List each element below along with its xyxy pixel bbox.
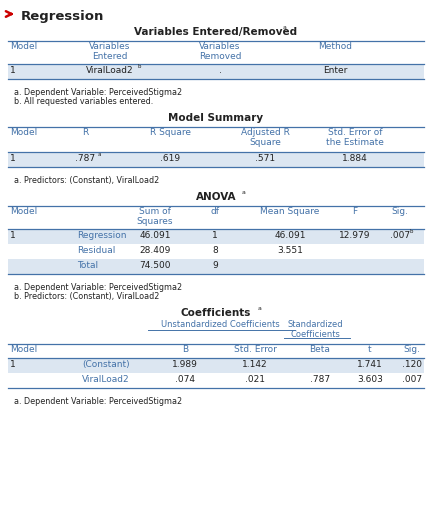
Text: df: df	[210, 207, 219, 216]
Text: Regression: Regression	[77, 231, 127, 240]
Text: a: a	[258, 306, 262, 311]
Text: .007: .007	[402, 375, 422, 384]
Text: Variables
Removed: Variables Removed	[199, 42, 241, 61]
Text: Adjusted R
Square: Adjusted R Square	[241, 128, 289, 147]
Text: 46.091: 46.091	[274, 231, 306, 240]
Text: 1: 1	[10, 66, 16, 75]
Text: 1.884: 1.884	[342, 154, 368, 163]
Bar	[8, 373, 424, 388]
Text: b. All requested variables entered.: b. All requested variables entered.	[14, 97, 153, 106]
Text: Beta: Beta	[310, 345, 330, 354]
Text: ViralLoad2: ViralLoad2	[82, 375, 130, 384]
Text: b: b	[138, 64, 142, 69]
Text: .787: .787	[75, 154, 95, 163]
Text: .571: .571	[255, 154, 275, 163]
Text: Model: Model	[10, 345, 37, 354]
Text: Model: Model	[10, 42, 37, 51]
Text: Standardized
Coefficients: Standardized Coefficients	[287, 320, 343, 339]
Text: 3.603: 3.603	[357, 375, 383, 384]
Text: .619: .619	[160, 154, 180, 163]
Text: Model Summary: Model Summary	[168, 113, 264, 123]
Text: Mean Square: Mean Square	[260, 207, 320, 216]
Text: Variables
Entered: Variables Entered	[89, 42, 131, 61]
Text: Sum of
Squares: Sum of Squares	[137, 207, 173, 227]
Text: a: a	[98, 152, 102, 157]
Bar	[8, 152, 424, 167]
Text: Std. Error of
the Estimate: Std. Error of the Estimate	[326, 128, 384, 147]
Text: Unstandardized Coefficients: Unstandardized Coefficients	[161, 320, 280, 329]
Text: B: B	[182, 345, 188, 354]
Text: (Constant): (Constant)	[82, 360, 130, 369]
Text: a. Predictors: (Constant), ViralLoad2: a. Predictors: (Constant), ViralLoad2	[14, 176, 159, 185]
Text: .120: .120	[402, 360, 422, 369]
Text: 1: 1	[212, 231, 218, 240]
Text: b: b	[410, 229, 413, 234]
Bar	[8, 64, 424, 79]
Text: 9: 9	[212, 261, 218, 270]
Text: 12.979: 12.979	[339, 231, 371, 240]
Text: R Square: R Square	[149, 128, 191, 137]
Text: Model: Model	[10, 128, 37, 137]
Text: .787: .787	[310, 375, 330, 384]
Text: a: a	[283, 25, 287, 30]
Text: Variables Entered/Removed: Variables Entered/Removed	[134, 27, 298, 37]
Text: t: t	[368, 345, 372, 354]
Text: b. Predictors: (Constant), ViralLoad2: b. Predictors: (Constant), ViralLoad2	[14, 292, 159, 301]
Text: .021: .021	[245, 375, 265, 384]
Text: a. Dependent Variable: PerceivedStigma2: a. Dependent Variable: PerceivedStigma2	[14, 283, 182, 292]
Text: Std. Error: Std. Error	[234, 345, 276, 354]
Text: 28.409: 28.409	[139, 246, 171, 255]
Text: Method: Method	[318, 42, 352, 51]
Text: a: a	[242, 190, 246, 195]
Text: 1: 1	[10, 231, 16, 240]
Text: Sig.: Sig.	[391, 207, 409, 216]
Text: 3.551: 3.551	[277, 246, 303, 255]
Text: Model: Model	[10, 207, 37, 216]
Text: 1.741: 1.741	[357, 360, 383, 369]
Text: Regression: Regression	[21, 10, 105, 23]
Text: Total: Total	[77, 261, 98, 270]
Bar	[8, 229, 424, 244]
Text: Enter: Enter	[323, 66, 347, 75]
Text: 74.500: 74.500	[139, 261, 171, 270]
Text: 1: 1	[10, 154, 16, 163]
Bar	[8, 259, 424, 274]
Bar	[8, 244, 424, 259]
Text: ViralLoad2: ViralLoad2	[86, 66, 134, 75]
Text: Coefficients: Coefficients	[181, 308, 251, 318]
Text: 46.091: 46.091	[139, 231, 171, 240]
Text: .007: .007	[390, 231, 410, 240]
Text: a. Dependent Variable: PerceivedStigma2: a. Dependent Variable: PerceivedStigma2	[14, 88, 182, 97]
Text: 8: 8	[212, 246, 218, 255]
Text: Residual: Residual	[77, 246, 115, 255]
Text: 1.989: 1.989	[172, 360, 198, 369]
Text: F: F	[353, 207, 358, 216]
Text: 1: 1	[10, 360, 16, 369]
Bar	[8, 358, 424, 373]
Text: Sig.: Sig.	[403, 345, 420, 354]
Text: .: .	[219, 66, 222, 75]
Text: .074: .074	[175, 375, 195, 384]
Text: a. Dependent Variable: PerceivedStigma2: a. Dependent Variable: PerceivedStigma2	[14, 397, 182, 406]
Text: R: R	[82, 128, 88, 137]
Text: ANOVA: ANOVA	[196, 192, 236, 202]
Text: 1.142: 1.142	[242, 360, 268, 369]
